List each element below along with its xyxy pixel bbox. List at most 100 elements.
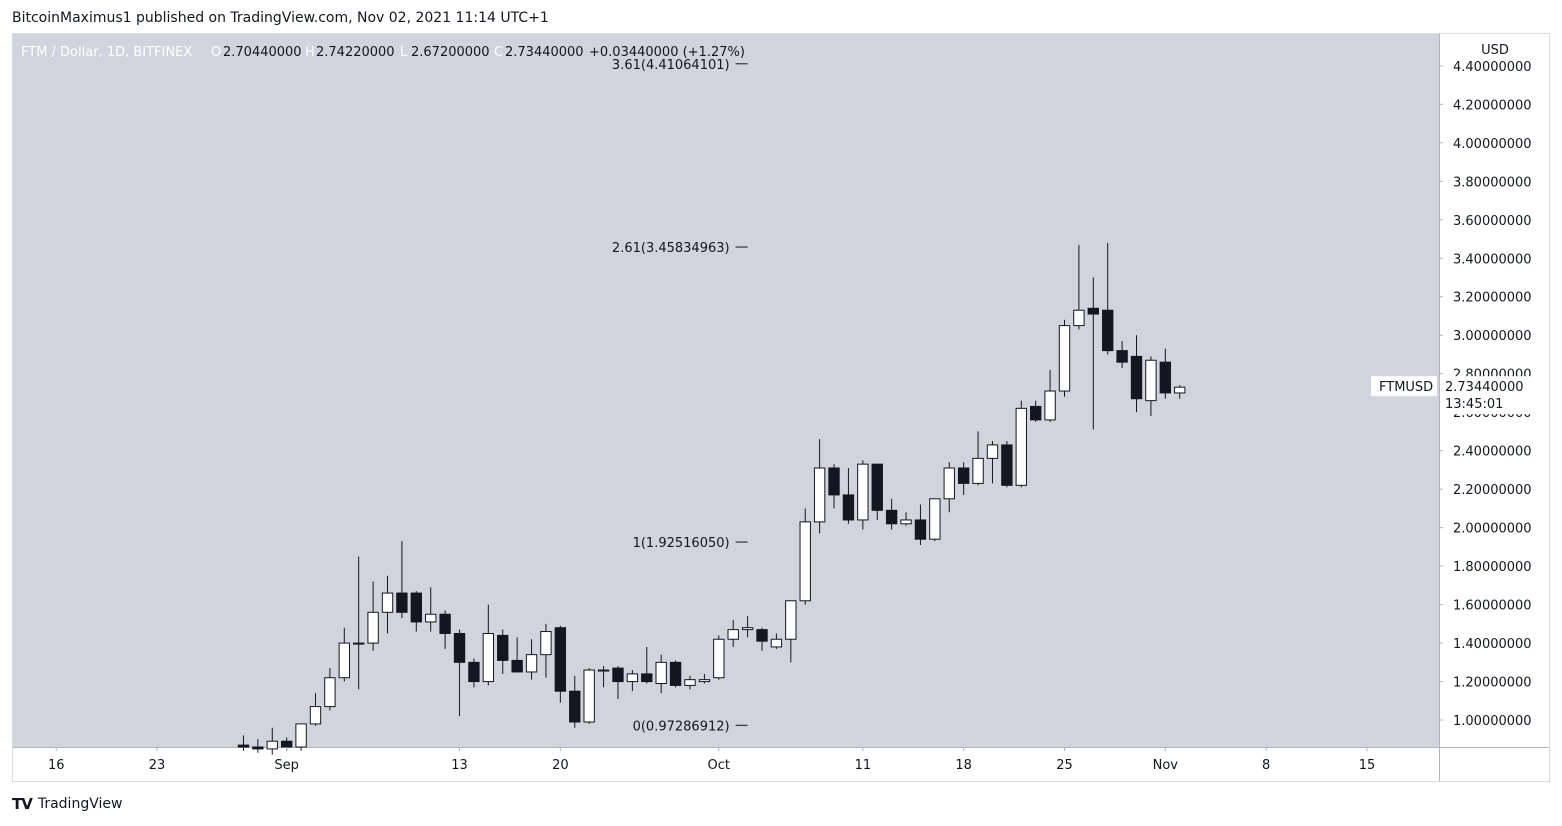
y-tick-label: 3.40000000 — [1453, 252, 1532, 267]
candle — [813, 439, 826, 534]
candle — [266, 727, 278, 755]
candle — [914, 504, 927, 545]
candle — [655, 654, 667, 694]
candle-body — [482, 632, 495, 683]
candle-body — [554, 627, 567, 692]
footer: TV TradingView — [12, 795, 122, 813]
symbol-label: FTM / Dollar, 1D, BITFINEX — [21, 45, 192, 60]
candle — [1015, 400, 1027, 488]
candle-body — [813, 467, 826, 523]
candle-body — [1087, 307, 1099, 315]
candle-body — [1159, 361, 1172, 394]
y-tick-label: 1.40000000 — [1453, 637, 1532, 652]
y-tick-label: 4.20000000 — [1453, 98, 1532, 113]
candlestick-chart[interactable]: 3.61(4.41064101) 2.61(3.45834963) 1(1.9251… — [13, 34, 1549, 781]
candle-body — [439, 613, 451, 634]
candle — [741, 616, 754, 638]
tradingview-logo-icon: TV — [12, 795, 33, 813]
candle-body — [396, 592, 408, 613]
candle-body — [770, 638, 783, 648]
y-tick-label: 4.00000000 — [1453, 137, 1532, 152]
candle — [583, 668, 595, 724]
candle — [1044, 369, 1056, 422]
candle-body — [943, 467, 955, 500]
candle — [871, 463, 883, 520]
candle — [684, 675, 696, 690]
fib-label: 3.61(4.41064101) — [612, 58, 730, 73]
candle — [713, 635, 725, 680]
candle — [396, 541, 408, 619]
candle-body — [381, 592, 394, 613]
ohlc-header: FTM / Dollar, 1D, BITFINEX O 2.70440000 H 2.… — [21, 45, 745, 60]
candle — [785, 600, 797, 663]
candle — [842, 467, 855, 524]
candle — [353, 556, 365, 690]
candle — [1001, 441, 1013, 488]
plot-area — [13, 34, 1439, 747]
y-tick-label: 1.80000000 — [1453, 560, 1532, 575]
open-value: 2.70440000 — [223, 45, 302, 60]
candle-body — [799, 521, 811, 602]
x-tick-label: 8 — [1262, 758, 1270, 773]
candle — [309, 693, 322, 726]
candle — [569, 675, 581, 728]
y-tick-label: 2.40000000 — [1453, 445, 1532, 460]
candle-body — [525, 654, 538, 673]
last-price-label: 2.73440000 — [1445, 380, 1524, 395]
candle — [1116, 341, 1128, 368]
x-tick-label: 16 — [48, 758, 65, 773]
candle-body — [1145, 359, 1157, 402]
candle-body — [641, 673, 653, 683]
candle-body — [1102, 309, 1114, 352]
ticker-tag: FTMUSD — [1379, 380, 1433, 395]
x-tick-label: 20 — [552, 758, 569, 773]
candle — [612, 666, 624, 699]
candle — [929, 498, 941, 542]
y-tick-label: 1.00000000 — [1453, 714, 1532, 729]
x-tick-label: Sep — [274, 758, 299, 773]
published-credit: BitcoinMaximus1 published on TradingView… — [12, 10, 549, 26]
candle-body — [626, 673, 639, 683]
candle — [482, 604, 495, 686]
candle-body — [237, 744, 250, 748]
candle — [626, 670, 639, 692]
candle — [885, 498, 898, 530]
candle — [972, 431, 984, 486]
candle-body — [1130, 355, 1143, 400]
x-tick-label: Nov — [1153, 758, 1179, 773]
y-tick-label: 3.80000000 — [1453, 175, 1532, 190]
fib-label: 1(1.92516050) — [633, 536, 730, 551]
candle-body — [1116, 350, 1128, 363]
x-tick-label: 18 — [955, 758, 972, 773]
candle — [237, 735, 250, 751]
candle-body — [741, 627, 754, 631]
candle — [439, 610, 451, 649]
candle — [1058, 319, 1071, 397]
candle — [324, 668, 336, 711]
candle-body — [1001, 444, 1013, 486]
low-label: L — [400, 45, 408, 60]
candle — [425, 587, 437, 632]
x-tick-label: 11 — [855, 758, 872, 773]
y-tick-label: 1.60000000 — [1453, 599, 1532, 614]
candle — [468, 658, 480, 688]
high-value: 2.74220000 — [316, 45, 395, 60]
chart-container[interactable]: 3.61(4.41064101) 2.61(3.45834963) 1(1.9251… — [12, 33, 1550, 782]
close-label: C — [494, 45, 503, 60]
y-tick-label: 3.20000000 — [1453, 291, 1532, 306]
x-ticks: 16 23 Sep 13 20 Oct 11 18 25 Nov 8 15 — [48, 747, 1375, 773]
candle-body — [468, 661, 480, 683]
candle-body — [569, 690, 581, 723]
x-tick-label: Oct — [708, 758, 730, 773]
x-tick-label: 25 — [1056, 758, 1073, 773]
candle — [799, 508, 811, 605]
time-axis — [13, 747, 1439, 781]
candle-body — [1073, 309, 1085, 327]
candle-body — [655, 661, 667, 685]
footer-brand: TradingView — [37, 796, 123, 812]
candle-body — [324, 677, 336, 708]
candle-body — [338, 642, 350, 679]
x-tick-label: 15 — [1359, 758, 1376, 773]
candle-body — [367, 611, 379, 644]
candle-body — [295, 723, 307, 748]
